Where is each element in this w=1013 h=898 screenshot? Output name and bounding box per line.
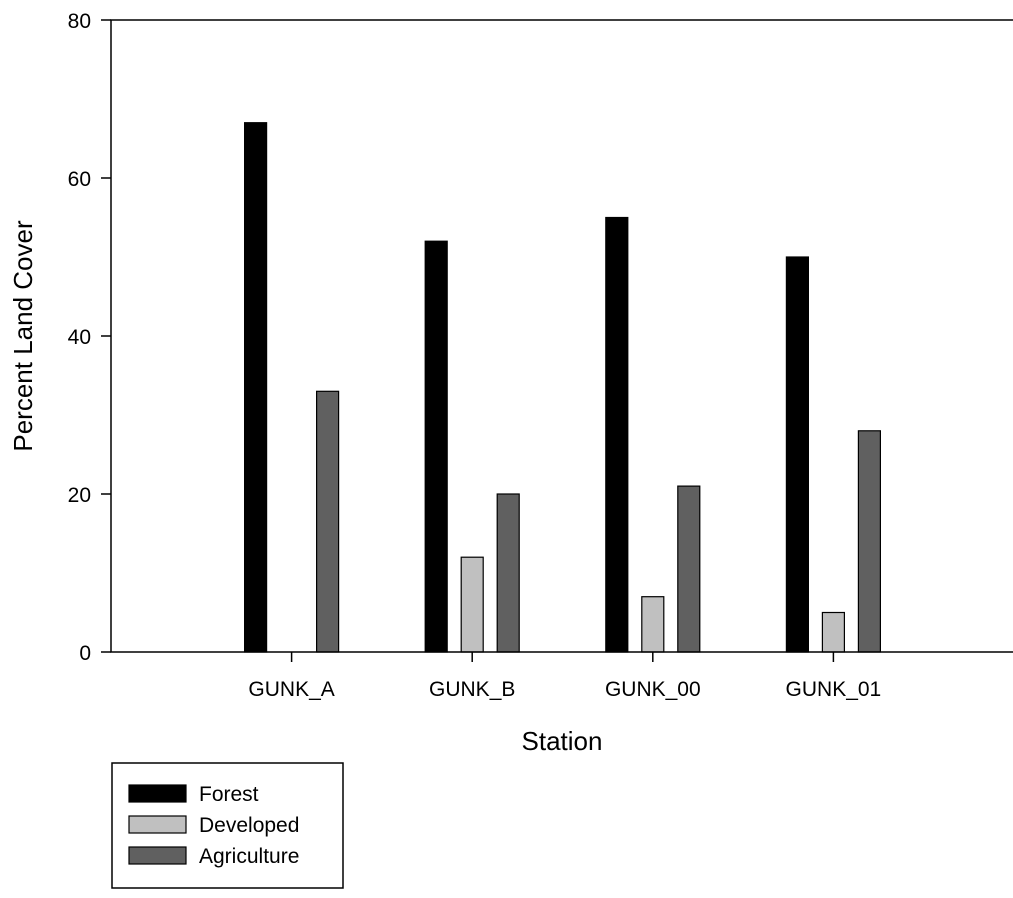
legend-label-forest: Forest — [199, 783, 259, 806]
bars-layer — [244, 122, 882, 653]
legend: Forest Developed Agriculture — [111, 762, 344, 889]
y-tick-label: 80 — [68, 10, 91, 33]
y-tick-label: 20 — [68, 484, 91, 507]
legend-label-agriculture: Agriculture — [199, 845, 299, 868]
bar-forest-gunk_a — [244, 122, 268, 653]
bar-developed-gunk_01 — [821, 611, 846, 653]
bar-forest-gunk_01 — [785, 256, 810, 653]
bar-developed-gunk_b — [460, 556, 484, 653]
x-tick-label: GUNK_B — [429, 678, 515, 701]
bar-agriculture-gunk_b — [496, 493, 520, 653]
bar-agriculture-gunk_01 — [857, 430, 882, 653]
legend-swatch-agriculture — [128, 846, 187, 865]
legend-swatch-forest — [128, 784, 187, 803]
y-axis-title: Percent Land Cover — [8, 220, 38, 452]
y-tick-label: 40 — [68, 326, 91, 349]
x-axis-title: Station — [522, 726, 603, 756]
bar-developed-gunk_00 — [641, 596, 665, 653]
x-axis-ticks: GUNK_A GUNK_B GUNK_00 GUNK_01 — [248, 652, 881, 701]
x-tick-label: GUNK_00 — [605, 678, 701, 701]
legend-box — [111, 762, 344, 889]
bar-agriculture-gunk_a — [316, 390, 340, 653]
legend-label-developed: Developed — [199, 814, 299, 837]
x-tick-label: GUNK_01 — [786, 678, 882, 701]
y-axis-ticks: 0 20 40 60 80 — [68, 10, 111, 665]
y-tick-label: 60 — [68, 168, 91, 191]
bar-agriculture-gunk_00 — [677, 485, 701, 653]
y-tick-label: 0 — [79, 642, 91, 665]
legend-items: Forest Developed Agriculture — [128, 783, 299, 868]
bar-forest-gunk_00 — [605, 216, 629, 653]
legend-swatch-developed — [128, 815, 187, 834]
bar-forest-gunk_b — [424, 240, 448, 653]
x-tick-label: GUNK_A — [248, 678, 334, 701]
